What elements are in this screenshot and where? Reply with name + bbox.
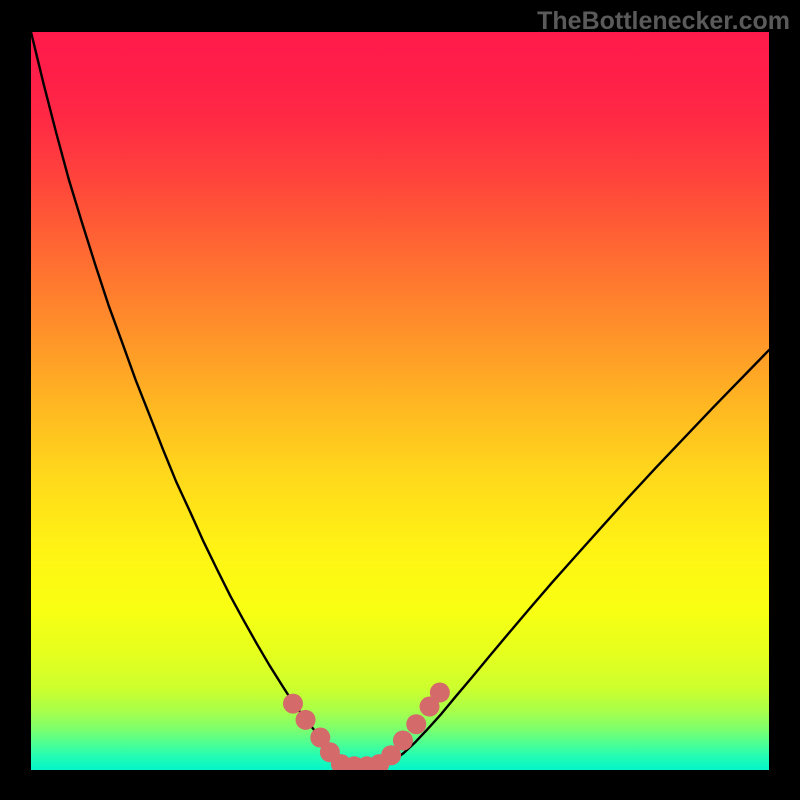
watermark-text: TheBottlenecker.com xyxy=(537,7,790,36)
gradient-background xyxy=(31,32,769,770)
highlight-dot xyxy=(430,683,450,703)
highlight-dot xyxy=(393,730,413,750)
highlight-dot xyxy=(296,710,316,730)
highlight-dot xyxy=(283,694,303,714)
bottleneck-plot xyxy=(31,32,769,770)
highlight-dot xyxy=(406,714,426,734)
